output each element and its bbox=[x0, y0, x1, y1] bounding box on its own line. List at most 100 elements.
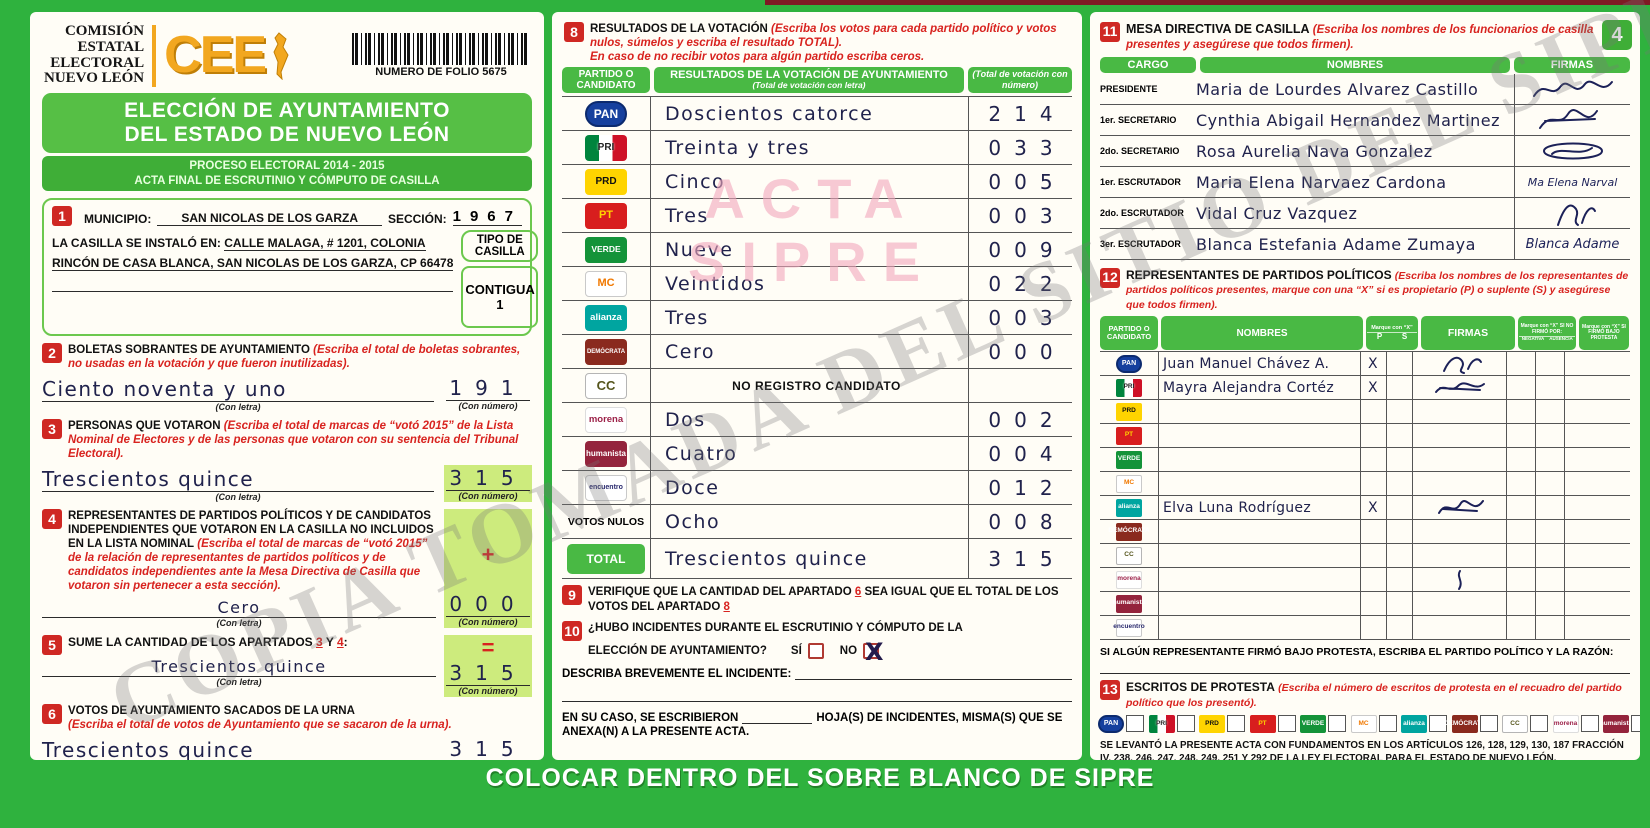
votes-numero: 005 bbox=[988, 169, 1066, 194]
hojas-count-line bbox=[742, 710, 813, 724]
table-row-cruzada-ciudadana: CC NO REGISTRO CANDIDATO bbox=[562, 369, 1072, 404]
plus-operator: + bbox=[481, 542, 495, 568]
party-logo-movimiento-ciudadano: MC bbox=[1116, 474, 1142, 493]
section-1-number: 1 bbox=[52, 206, 72, 227]
protesta-count-box bbox=[1227, 715, 1245, 733]
equals-operator: = bbox=[481, 635, 495, 661]
election-title-block: ELECCIÓN DE AYUNTAMIENTO DEL ESTADO DE N… bbox=[42, 93, 532, 192]
table-row-prd: PRD Cinco 005 bbox=[562, 165, 1072, 200]
instalo-label: LA CASILLA SE INSTALÓ EN: bbox=[52, 236, 221, 251]
firma-presidente bbox=[1514, 74, 1630, 104]
votes-letra: Doscientos catorce bbox=[665, 102, 874, 125]
divider bbox=[152, 24, 157, 87]
section-5-number: 5 bbox=[42, 635, 62, 656]
party-logo-morena: morena bbox=[1552, 714, 1579, 733]
party-logo-cruzada-ciudadana: CC bbox=[585, 372, 627, 399]
party-logo-prd: PRD bbox=[1199, 714, 1225, 733]
protesta-count-box bbox=[1530, 715, 1548, 733]
votes-numero: 012 bbox=[988, 475, 1066, 500]
section-8-instructions: (Escriba los votos para cada partido pol… bbox=[590, 23, 1057, 50]
section-4-representantes-votaron: 4 REPRESENTANTES DE PARTIDOS POLÍTICOS Y… bbox=[42, 509, 532, 629]
seccion-value: 1967 bbox=[452, 208, 522, 227]
rep-row-prd: PRD bbox=[1100, 400, 1630, 425]
direccion-line-1: CALLE MALAGA, # 1201, COLONIA bbox=[224, 236, 426, 252]
party-logo-nueva-alianza: alianza bbox=[585, 304, 627, 331]
section-9-number: 9 bbox=[562, 585, 582, 606]
section-8-number: 8 bbox=[564, 22, 584, 42]
party-logo-cruzada-ciudadana: CC bbox=[1502, 714, 1528, 733]
section-3-instructions: (Escriba el total de marcas de “votó 201… bbox=[68, 420, 519, 461]
party-logo-nueva-alianza: alianza bbox=[1116, 498, 1142, 517]
folio-block: NUMERO DE FOLIO 5675 bbox=[352, 33, 530, 78]
nombre-1er-secretario: Cynthia Abigail Hernandez Martinez bbox=[1196, 110, 1501, 130]
scan-edge-strip bbox=[765, 0, 1650, 5]
protesta-count-box bbox=[1176, 715, 1195, 733]
votes-letra: Ocho bbox=[665, 510, 721, 533]
table-row-pri: PRI Treinta y tres 033 bbox=[562, 131, 1072, 166]
party-logo-verde: VERDE bbox=[585, 236, 627, 263]
rep-propietario-x: X bbox=[1367, 499, 1380, 516]
election-subtitle: PROCESO ELECTORAL 2014 - 2015 ACTA FINAL… bbox=[42, 156, 532, 192]
table-row-pt: PT Tres 003 bbox=[562, 199, 1072, 234]
ref-apartado-4: 4 bbox=[336, 635, 344, 650]
panel-right: 11 MESA DIRECTIVA DE CASILLA (Escriba lo… bbox=[1090, 12, 1640, 760]
rep-firma bbox=[1412, 496, 1506, 520]
rep-row-humanista: humanista bbox=[1100, 592, 1630, 617]
seccion-label: SECCIÓN: bbox=[387, 212, 447, 227]
suma-numero: 315 bbox=[446, 661, 530, 687]
nombre-1er-escrutador: Maria Elena Narvaez Cardona bbox=[1196, 172, 1447, 192]
party-logo-democrata: DEMÓCRATA bbox=[585, 338, 627, 365]
section-3-title: PERSONAS QUE VOTARON bbox=[68, 420, 221, 433]
protesta-count-box bbox=[1580, 715, 1599, 733]
suma-letra: Trescientos quince bbox=[42, 657, 436, 678]
section-12-number: 12 bbox=[1100, 268, 1120, 288]
votes-numero: 002 bbox=[988, 407, 1066, 432]
rep-row-verde: VERDE bbox=[1100, 448, 1630, 473]
party-logo-pt: PT bbox=[1249, 714, 1276, 733]
total-label: TOTAL bbox=[567, 543, 645, 574]
party-logo-encuentro-social: encuentro bbox=[585, 474, 627, 501]
section-6-votos-urna: 6 VOTOS DE AYUNTAMIENTO SACADOS DE LA UR… bbox=[42, 704, 532, 760]
table-row-democrata: DEMÓCRATA Cero 000 bbox=[562, 335, 1072, 370]
protesta-party-boxes: PAN PRI PRD PT VERDE MC alianza DEMÓCRAT… bbox=[1098, 714, 1640, 733]
mesa-row-2do-escrutador: 2do. ESCRUTADOR Vidal Cruz Vazquez bbox=[1100, 198, 1630, 229]
mesa-row-1er-escrutador: 1er. ESCRUTADOR Maria Elena Narvaez Card… bbox=[1100, 167, 1630, 198]
ref-apartado-6b: 6 bbox=[854, 586, 862, 599]
page-number-badge: 4 bbox=[1602, 20, 1632, 50]
si-checkbox bbox=[807, 642, 824, 659]
mesa-row-2do-secretario: 2do. SECRETARIO Rosa Aurelia Nava Gonzal… bbox=[1100, 136, 1630, 167]
incident-line-2 bbox=[562, 686, 1072, 702]
votos-nulos-label: VOTOS NULOS bbox=[567, 515, 645, 528]
header-no-firmo: Marque con “X” SI NO FIRMÓ POR: NEGATIVA… bbox=[1518, 316, 1576, 351]
table-row-verde: VERDE Nueve 009 bbox=[562, 233, 1072, 268]
section-1-casilla-info: 1 MUNICIPIO: SAN NICOLAS DE LOS GARZA SE… bbox=[42, 198, 539, 337]
party-logo-pan: PAN bbox=[585, 100, 627, 127]
mesa-row-presidente: PRESIDENTE Maria de Lourdes Alvarez Cast… bbox=[1100, 74, 1630, 105]
rep-firma bbox=[1412, 376, 1506, 400]
party-logo-nueva-alianza: alianza bbox=[1401, 714, 1427, 733]
table-row-morena: morena Dos 002 bbox=[562, 403, 1072, 438]
protesta-count-box bbox=[1378, 715, 1397, 733]
no-checkbox: X bbox=[863, 638, 884, 666]
representantes-table-header: PARTIDO O CANDIDATO NOMBRES Marque con “… bbox=[1100, 316, 1630, 351]
describe-label: DESCRIBA BREVEMENTE EL INCIDENTE: bbox=[562, 667, 792, 680]
section-12-representantes: 12 REPRESENTANTES DE PARTIDOS POLÍTICOS … bbox=[1100, 268, 1630, 312]
table-row-movimiento-ciudadano: MC Veintidos 022 bbox=[562, 267, 1072, 302]
direccion-line-2: RINCÓN DE CASA BLANCA, SAN NICOLAS DE LO… bbox=[52, 256, 454, 272]
rep-nombre: Mayra Alejandra Cortéz bbox=[1163, 379, 1334, 396]
no-label: NO bbox=[839, 644, 858, 657]
header-partido: PARTIDO O CANDIDATO bbox=[562, 67, 650, 94]
section-13-escritos-protesta: 13 ESCRITOS DE PROTESTA (Escriba el núme… bbox=[1100, 680, 1630, 710]
party-logo-encuentro-social: encuentro bbox=[1113, 618, 1145, 637]
section-11-mesa-directiva: 11 MESA DIRECTIVA DE CASILLA (Escriba lo… bbox=[1100, 22, 1596, 52]
table-row-nueva-alianza: alianza Tres 003 bbox=[562, 301, 1072, 336]
votes-numero: 003 bbox=[988, 203, 1066, 228]
section-13-number: 13 bbox=[1100, 680, 1120, 701]
section-6-instructions: (Escriba el total de votos de Ayuntamien… bbox=[68, 719, 452, 732]
results-table: PAN Doscientos catorce 214 PRI Treinta y… bbox=[562, 96, 1072, 580]
party-logo-movimiento-ciudadano: MC bbox=[585, 270, 627, 297]
tipo-casilla-label: TIPO DE CASILLA bbox=[461, 230, 539, 263]
mesa-row-1er-secretario: 1er. SECRETARIO Cynthia Abigail Hernande… bbox=[1100, 105, 1630, 136]
personas-numero: 315 bbox=[446, 466, 530, 492]
party-logo-pri: PRI bbox=[585, 134, 627, 161]
